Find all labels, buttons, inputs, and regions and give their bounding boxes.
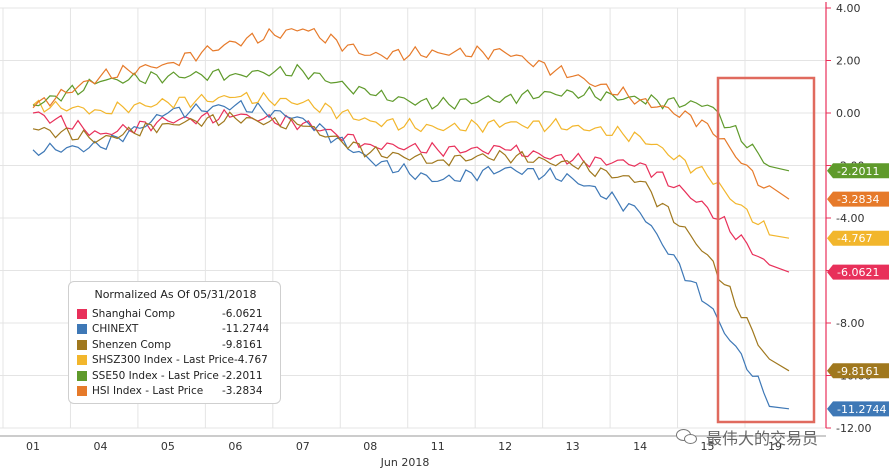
y-tick-label: 0.00: [836, 107, 861, 120]
legend-item: Shenzen Comp -9.8161: [77, 337, 274, 353]
legend-label: SSE50 Index - Last Price: [92, 369, 219, 382]
legend-swatch: [77, 324, 87, 335]
series-value-tag: -9.8161: [827, 363, 889, 379]
x-tick-label: 05: [161, 440, 175, 453]
series-value-tag: -3.2834: [827, 191, 889, 207]
legend-swatch: [77, 370, 87, 381]
x-tick-label: 14: [633, 440, 647, 453]
legend: Normalized As Of 05/31/2018 Shanghai Com…: [68, 281, 281, 404]
series-line: [32, 108, 790, 273]
legend-swatch: [77, 339, 87, 350]
watermark-text: 最伟大的交易员: [706, 429, 819, 448]
series-value-label: -2.2011: [837, 165, 879, 178]
x-tick-label: 19: [768, 440, 782, 453]
series-value-label: -3.2834: [837, 193, 879, 206]
legend-item: SSE50 Index - Last Price -2.2011: [77, 368, 274, 384]
y-tick-label: -8.00: [836, 317, 864, 330]
legend-item: SHSZ300 Index - Last Price -4.767: [77, 353, 274, 369]
y-tick-label: 2.00: [836, 55, 861, 68]
series-value-tag-bg: [827, 264, 889, 280]
series-value-tag: -4.767: [827, 230, 889, 246]
series-value-tag-bg: [827, 363, 889, 379]
legend-label: SHSZ300 Index - Last Price: [92, 354, 234, 367]
series-value-label: -11.2744: [837, 403, 886, 416]
series-value-tag-bg: [827, 163, 889, 179]
y-tick-label: -4.00: [836, 212, 864, 225]
y-tick-label: -12.00: [836, 422, 871, 435]
series-value-label: -9.8161: [837, 365, 879, 378]
legend-value: -9.8161: [222, 338, 263, 351]
legend-item: CHINEXT -11.2744: [77, 322, 274, 338]
series-line: [32, 63, 790, 172]
legend-label: Shenzen Comp: [92, 338, 172, 351]
highlight-box: [716, 76, 816, 424]
series-value-tag: -2.2011: [827, 163, 889, 179]
series-value-label: -4.767: [837, 232, 872, 245]
legend-swatch: [77, 355, 87, 366]
x-tick-label: 07: [296, 440, 310, 453]
legend-rows: Shanghai Comp -6.0621 CHINEXT -11.2744 Shenz…: [77, 306, 274, 399]
series-value-tag: -11.2744: [827, 401, 889, 417]
x-tick-label: 15: [701, 440, 715, 453]
x-axis-label: Jun 2018: [380, 456, 430, 469]
legend-label: HSI Index - Last Price: [92, 385, 204, 398]
wechat-icon: [676, 429, 698, 445]
legend-swatch: [77, 386, 87, 397]
series-line: [32, 111, 790, 372]
legend-label: CHINEXT: [92, 323, 139, 336]
x-tick-label: 12: [498, 440, 512, 453]
series-line: [32, 99, 790, 410]
series-value-tag-bg: [827, 191, 889, 207]
series-line: [32, 27, 790, 200]
legend-item: HSI Index - Last Price -3.2834: [77, 384, 274, 400]
legend-swatch: [77, 308, 87, 319]
watermark: 最伟大的交易员: [676, 424, 818, 450]
x-tick-label: 01: [26, 440, 40, 453]
legend-title: Normalized As Of 05/31/2018: [94, 288, 257, 301]
x-tick-label: 13: [566, 440, 580, 453]
series-value-tag-bg: [827, 401, 889, 417]
series-value-tag-bg: [827, 230, 889, 246]
y-tick-label: 4.00: [836, 2, 861, 15]
x-tick-label: 04: [93, 440, 107, 453]
x-tick-label: 11: [431, 440, 445, 453]
legend-value: -4.767: [234, 354, 268, 367]
legend-value: -6.0621: [222, 307, 263, 320]
legend-item: Shanghai Comp -6.0621: [77, 306, 274, 322]
x-tick-label: 06: [228, 440, 242, 453]
legend-value: -11.2744: [222, 323, 270, 336]
series-line: [32, 91, 790, 239]
series-value-label: -6.0621: [837, 266, 879, 279]
series-value-tag: -6.0621: [827, 264, 889, 280]
legend-value: -2.2011: [222, 369, 263, 382]
x-tick-label: 08: [363, 440, 377, 453]
legend-value: -3.2834: [222, 385, 263, 398]
legend-label: Shanghai Comp: [92, 307, 176, 320]
